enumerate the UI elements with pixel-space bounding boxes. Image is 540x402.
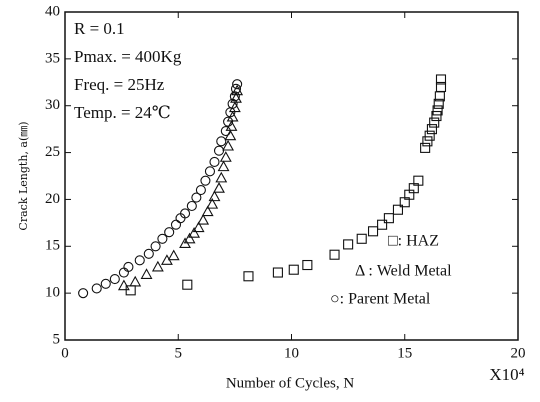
circle-marker [213,145,225,156]
circle-marker [150,241,161,252]
circle-marker [232,79,243,90]
square-marker [356,233,367,244]
triangle-marker [167,249,180,261]
square-marker [343,239,354,250]
square-marker [426,124,437,135]
circle-marker [204,166,216,177]
square-marker [431,110,442,122]
circle-marker [230,83,242,94]
annotation: R = 0.1 [74,19,125,38]
square-marker [420,142,431,153]
square-marker [243,271,254,282]
triangle-marker [188,227,201,238]
y-tick-label: 25 [45,144,60,160]
square-marker [413,175,424,186]
x-tick-label: 20 [511,345,526,361]
legend-entry: □: HAZ [388,233,439,250]
y-tick-label: 20 [45,191,60,207]
annotation: Pmax. = 400Kg [74,47,182,66]
x-multiplier: X10⁴ [489,365,524,384]
triangle-marker [151,260,164,272]
square-marker [435,74,447,85]
circle-marker [191,192,202,203]
square-marker [435,81,447,93]
square-marker [424,130,435,141]
y-tick-label: 5 [53,331,61,347]
square-marker [377,219,388,230]
x-tick-label: 10 [284,345,299,361]
circle-marker [157,233,168,244]
circle-marker [123,261,134,272]
triangle-marker [222,139,235,151]
circle-marker [216,136,227,147]
circle-marker [164,227,175,238]
x-axis-label: Number of Cycles, N [226,375,354,391]
triangle-marker [231,84,244,96]
circle-marker [143,248,154,259]
circle-marker [179,208,191,219]
x-tick-label: 15 [397,345,412,361]
annotation: Temp. = 24℃ [74,103,171,122]
triangle-marker [192,221,205,233]
triangle-marker [183,232,196,244]
legend-entry: Δ : Weld Metal [355,263,452,280]
y-axis-label: Crack Length, a(㎜) [17,121,30,230]
y-tick-label: 30 [45,97,60,113]
square-marker [433,98,444,109]
square-marker [367,226,379,237]
triangle-marker [213,182,225,193]
circle-marker [223,116,234,127]
circle-marker [209,156,220,167]
circle-marker [109,274,120,285]
triangle-marker [140,268,153,279]
square-marker [272,267,283,278]
circle-marker [220,125,231,137]
triangle-marker [217,160,230,172]
square-marker [429,117,440,128]
triangle-marker [197,213,210,225]
triangle-marker [230,92,242,103]
square-marker [432,105,443,116]
square-marker [302,259,313,271]
y-tick-label: 40 [45,3,60,19]
y-tick-label: 10 [45,285,60,301]
circle-marker [170,219,182,230]
square-marker [329,249,340,260]
triangle-marker [215,171,228,183]
circle-marker [186,200,197,212]
triangle-marker [117,279,130,291]
x-tick-label: 0 [61,345,69,361]
circle-marker [134,255,145,266]
circle-marker [227,98,238,109]
circle-marker [229,91,240,102]
circle-marker [118,267,129,278]
triangle-marker [219,151,232,162]
x-tick-label: 5 [175,345,183,361]
annotation: Freq. = 25Hz [74,75,165,94]
square-marker [288,264,299,275]
triangle-marker [208,190,221,202]
square-marker [422,136,433,147]
triangle-marker [206,197,219,209]
circle-marker [78,288,89,299]
triangle-marker [129,275,142,287]
y-tick-label: 35 [45,50,60,66]
y-tick-label: 15 [45,238,60,254]
circle-marker [200,175,211,186]
legend-entry: ○: Parent Metal [330,291,431,308]
circle-marker [195,185,206,196]
square-marker [182,279,193,290]
circle-marker [91,283,102,294]
circle-marker [100,278,111,289]
square-marker [392,204,404,215]
square-marker [383,213,394,224]
triangle-marker [201,205,214,217]
